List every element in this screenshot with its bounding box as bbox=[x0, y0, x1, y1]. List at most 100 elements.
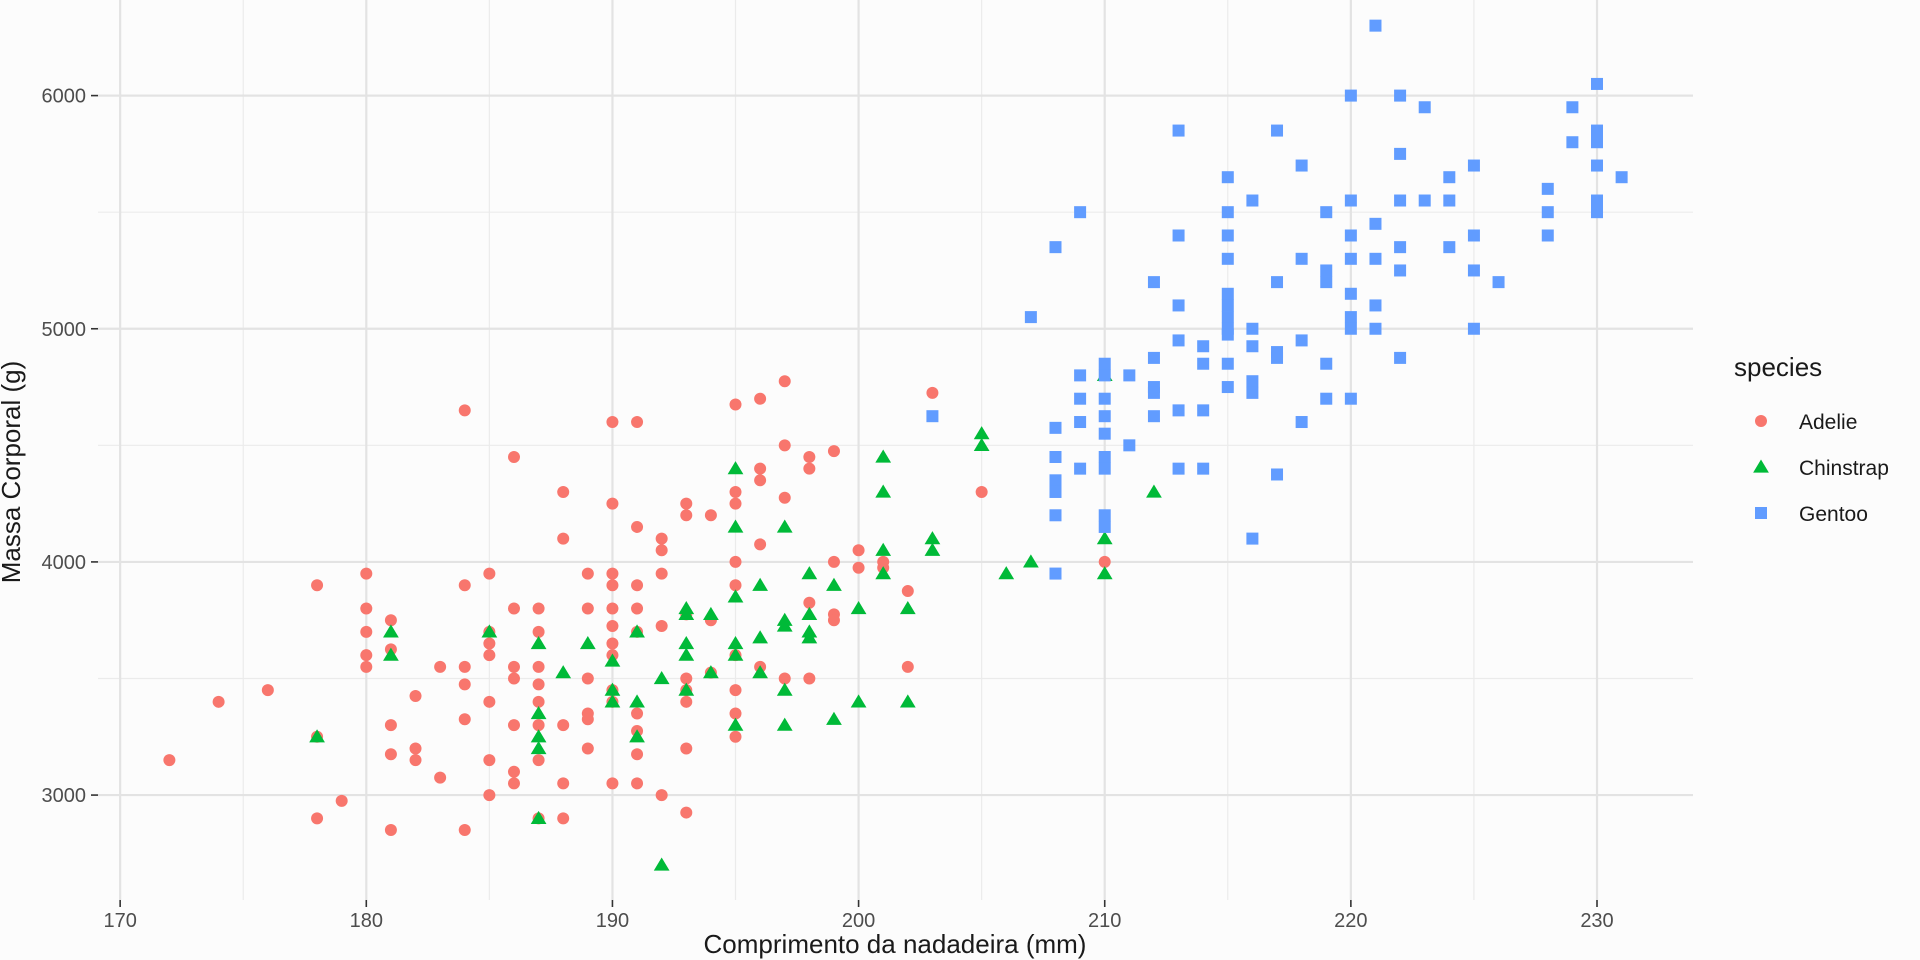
legend-gentoo-key bbox=[1755, 507, 1767, 519]
chinstrap-point bbox=[678, 682, 695, 696]
chinstrap-point bbox=[727, 461, 744, 475]
adelie-point bbox=[507, 602, 520, 615]
adelie-point bbox=[729, 497, 742, 510]
gentoo-point bbox=[1172, 124, 1185, 137]
chinstrap-point bbox=[875, 449, 892, 463]
adelie-point bbox=[901, 585, 914, 598]
gentoo-point bbox=[1541, 182, 1554, 195]
gentoo-point bbox=[1467, 229, 1480, 242]
adelie-point bbox=[384, 824, 397, 837]
gentoo-point bbox=[1246, 375, 1259, 388]
chinstrap-point bbox=[875, 542, 892, 556]
adelie-point bbox=[483, 754, 496, 767]
adelie-point bbox=[680, 497, 693, 510]
chinstrap-point bbox=[383, 647, 399, 661]
x-axis-ticks: 170 180 190 200 210 220 230 bbox=[103, 900, 1614, 932]
gentoo-point bbox=[1591, 206, 1604, 219]
x-tick-label: 220 bbox=[1334, 910, 1367, 932]
chinstrap-point bbox=[653, 670, 670, 685]
adelie-point bbox=[680, 672, 693, 685]
adelie-point bbox=[778, 491, 791, 504]
gentoo-point bbox=[1320, 206, 1333, 219]
adelie-point bbox=[729, 730, 742, 743]
adelie-point bbox=[827, 555, 840, 568]
chinstrap-point bbox=[629, 694, 645, 708]
legend-gentoo-label: Gentoo bbox=[1799, 503, 1868, 526]
adelie-point bbox=[458, 824, 471, 837]
adelie-point bbox=[852, 544, 865, 557]
gentoo-point bbox=[1172, 229, 1185, 242]
gentoo-point bbox=[1049, 241, 1062, 254]
plot-panel bbox=[98, 0, 1693, 900]
gentoo-point bbox=[1541, 229, 1554, 242]
gentoo-point bbox=[1221, 311, 1234, 324]
adelie-point bbox=[557, 812, 570, 825]
adelie-point bbox=[409, 742, 422, 755]
gentoo-point bbox=[1074, 206, 1087, 219]
adelie-point bbox=[803, 596, 816, 609]
adelie-point bbox=[778, 439, 791, 452]
chinstrap-point bbox=[604, 653, 621, 667]
chinstrap-point bbox=[530, 740, 547, 755]
adelie-point bbox=[458, 404, 471, 417]
gentoo-point bbox=[1197, 357, 1210, 370]
adelie-point bbox=[409, 689, 422, 702]
legend-adelie-label: Adelie bbox=[1799, 411, 1857, 434]
x-tick-label: 200 bbox=[842, 910, 875, 932]
adelie-point bbox=[581, 742, 594, 755]
chinstrap-point bbox=[629, 624, 645, 638]
adelie-point bbox=[754, 538, 767, 551]
adelie-point bbox=[680, 806, 693, 819]
gentoo-point bbox=[1615, 171, 1628, 184]
gentoo-point bbox=[1221, 328, 1234, 341]
gentoo-point bbox=[1443, 194, 1456, 207]
adelie-point bbox=[581, 602, 594, 615]
chinstrap-point bbox=[973, 437, 990, 451]
gentoo-point bbox=[1221, 252, 1234, 265]
gentoo-point bbox=[1591, 136, 1604, 149]
gentoo-point bbox=[1024, 311, 1037, 324]
chinstrap-point bbox=[727, 647, 744, 661]
adelie-point bbox=[655, 532, 668, 545]
adelie-point bbox=[655, 789, 668, 802]
legend: species Adelie Chinstrap Gentoo bbox=[1734, 352, 1889, 526]
adelie-point bbox=[729, 485, 742, 498]
chinstrap-point bbox=[973, 426, 990, 440]
chinstrap-point bbox=[826, 711, 842, 725]
chinstrap-point bbox=[309, 729, 325, 743]
chinstrap-point bbox=[1096, 566, 1113, 580]
adelie-point bbox=[926, 386, 939, 399]
chinstrap-point bbox=[801, 566, 818, 580]
adelie-point bbox=[458, 579, 471, 592]
chinstrap-point bbox=[530, 705, 547, 720]
gentoo-point bbox=[1566, 101, 1579, 114]
adelie-point bbox=[606, 637, 619, 650]
gentoo-point bbox=[1418, 194, 1431, 207]
gentoo-point bbox=[1591, 194, 1604, 207]
chinstrap-point bbox=[678, 647, 695, 661]
gentoo-point bbox=[1394, 194, 1407, 207]
adelie-point bbox=[434, 660, 447, 673]
gentoo-point bbox=[1074, 416, 1087, 429]
gentoo-point bbox=[1221, 287, 1234, 300]
gentoo-point bbox=[1049, 450, 1062, 463]
adelie-point bbox=[360, 602, 373, 615]
gentoo-point bbox=[1246, 194, 1259, 207]
chinstrap-point bbox=[629, 729, 645, 743]
adelie-point bbox=[729, 579, 742, 592]
x-tick-label: 230 bbox=[1580, 910, 1613, 932]
adelie-point bbox=[483, 637, 496, 650]
gentoo-point bbox=[1369, 252, 1382, 265]
legend-chinstrap-key bbox=[1753, 459, 1769, 473]
gentoo-point bbox=[1344, 89, 1357, 102]
adelie-point bbox=[655, 544, 668, 557]
chinstrap-point bbox=[826, 577, 842, 591]
chinstrap-point bbox=[776, 618, 793, 632]
legend-items: Adelie Chinstrap Gentoo bbox=[1753, 411, 1889, 526]
adelie-point bbox=[803, 462, 816, 475]
adelie-point bbox=[754, 392, 767, 405]
adelie-point bbox=[507, 719, 520, 732]
gentoo-point bbox=[1320, 357, 1333, 370]
minor-gridlines bbox=[98, 0, 1693, 900]
chinstrap-point bbox=[604, 682, 621, 696]
